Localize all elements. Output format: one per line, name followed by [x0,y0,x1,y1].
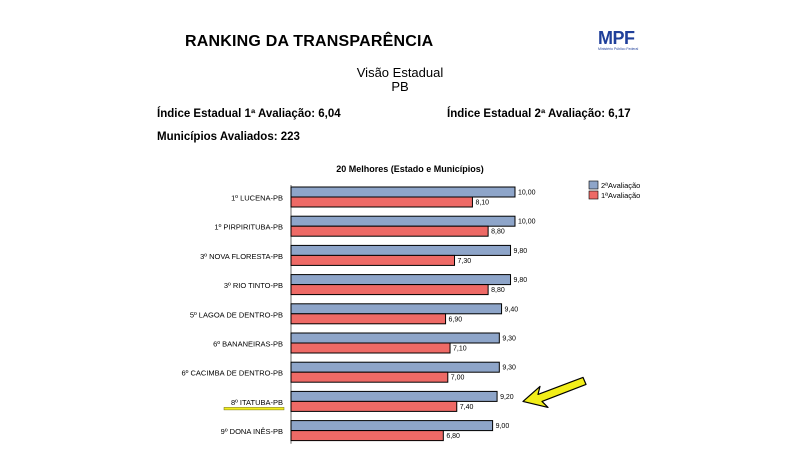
highlight-arrow-icon [522,376,587,408]
bars-layer: 1º LUCENA-PB 10,00 8,10 1º PIRPIRITUBA-PB 10… [181,185,536,444]
bar-value-label: 10,00 [518,190,536,197]
view-title: Visão Estadual [356,65,444,80]
bar [290,400,458,412]
bar-value-label: 9,20 [500,394,514,401]
category-label: 6º BANANEIRAS-PB [213,340,283,349]
bar [290,361,500,373]
indice-estadual-1: Índice Estadual 1ª Avaliação: 6,04 [157,108,341,120]
bar [290,196,473,208]
bar-value-label: 7,30 [458,258,472,265]
bar [290,371,449,383]
highlight-annotations [223,376,587,411]
bar-value-label: 9,30 [502,336,516,343]
bar [290,215,516,227]
legend-label: 1ªAvaliação [601,191,640,200]
view-subtitle: PB [391,79,409,94]
mpf-logo: MPF Ministério Público Federal [598,29,648,52]
bar [290,332,500,344]
bar [290,342,451,354]
legend-swatch [588,180,599,190]
bar [290,186,516,198]
bar [290,284,489,296]
bar-value-label: 7,40 [460,404,474,411]
municipios-avaliados: Municípios Avaliados: 223 [157,131,300,143]
bar [290,274,512,286]
bar-value-label: 9,80 [514,277,528,284]
bar [290,313,447,325]
category-label: 3º NOVA FLORESTA-PB [200,252,283,261]
highlight-underline [223,407,285,411]
bar-value-label: 8,80 [491,229,505,236]
logo-subtitle: Ministério Público Federal [598,47,639,51]
bar [290,430,444,442]
bar-value-label: 9,80 [514,248,528,255]
category-label: 1º LUCENA-PB [231,194,283,203]
category-label: 1º PIRPIRITUBA-PB [214,223,283,232]
bar [290,303,503,315]
bar-value-label: 6,90 [449,316,463,323]
bar-value-label: 7,00 [451,375,465,382]
chart-title: 20 Melhores (Estado e Municípios) [336,164,484,174]
bar [290,254,456,266]
category-label: 8º ITATUBA-PB [231,398,283,407]
bar-value-label: 9,40 [505,306,519,313]
category-label: 3º RIO TINTO-PB [224,281,283,290]
bar-value-label: 9,30 [502,365,516,372]
bar [290,390,498,402]
view-title-block: Visão Estadual PB [300,66,500,94]
category-label: 6º CACIMBA DE DENTRO-PB [181,369,283,378]
bar-value-label: 8,10 [475,200,489,207]
bar-value-label: 10,00 [518,219,536,226]
legend-label: 2ªAvaliação [601,181,640,190]
bar [290,420,494,432]
report-title: RANKING DA TRANSPARÊNCIA [185,33,434,50]
bar [290,244,512,256]
bar-value-label: 7,10 [453,346,467,353]
category-label: 9º DONA INÊS-PB [221,427,283,436]
indice-estadual-2: Índice Estadual 2ª Avaliação: 6,17 [447,108,631,120]
logo-text: MPF [598,28,635,48]
bar-value-label: 8,80 [491,287,505,294]
bar-value-label: 6,80 [446,433,460,440]
bar-value-label: 9,00 [496,423,510,430]
category-label: 5º LAGOA DE DENTRO-PB [190,310,283,319]
bar [290,225,489,237]
legend-swatch [588,190,599,200]
